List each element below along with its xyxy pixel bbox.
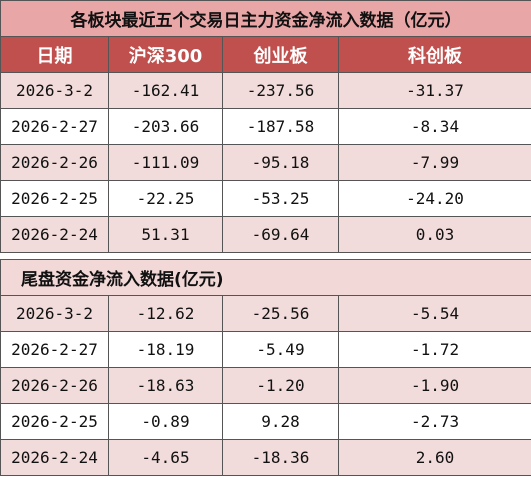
value-cell: -1.72 xyxy=(337,331,531,368)
tail-flow-table: 尾盘资金净流入数据(亿元) 2026-3-2 -12.62 -25.56 -5.54 2… xyxy=(0,259,531,476)
header-cell: 日期 xyxy=(0,36,109,73)
value-cell: -162.41 xyxy=(108,72,223,109)
data-row: 2026-3-2 -12.62 -25.56 -5.54 xyxy=(0,295,531,332)
data-row: 2026-2-26 -111.09 -95.18 -7.99 xyxy=(0,144,531,181)
header-cell: 沪深300 xyxy=(108,36,223,73)
data-row: 2026-2-27 -203.66 -187.58 -8.34 xyxy=(0,108,531,145)
value-cell: -8.34 xyxy=(338,108,531,145)
value-cell: -111.09 xyxy=(108,144,223,181)
date-cell: 2026-2-24 xyxy=(0,216,109,253)
date-cell: 2026-2-26 xyxy=(0,144,109,181)
value-cell: -25.56 xyxy=(222,295,339,332)
value-cell: -12.62 xyxy=(108,295,223,332)
value-cell: -5.49 xyxy=(222,331,339,368)
table-title: 尾盘资金净流入数据(亿元) xyxy=(0,259,531,296)
value-cell: -203.66 xyxy=(108,108,223,145)
value-cell: -2.73 xyxy=(337,403,531,440)
date-cell: 2026-3-2 xyxy=(0,72,109,109)
value-cell: -24.20 xyxy=(338,180,531,217)
data-row: 2026-2-24 51.31 -69.64 0.03 xyxy=(0,216,531,253)
date-cell: 2026-3-2 xyxy=(0,295,109,332)
value-cell: 2.60 xyxy=(337,439,531,476)
value-cell: -187.58 xyxy=(222,108,339,145)
table-title: 各板块最近五个交易日主力资金净流入数据（亿元） xyxy=(0,0,531,37)
data-row: 2026-2-26 -18.63 -1.20 -1.90 xyxy=(0,367,531,404)
value-cell: -31.37 xyxy=(338,72,531,109)
value-cell: -22.25 xyxy=(108,180,223,217)
value-cell: -1.90 xyxy=(337,367,531,404)
data-row: 2026-2-25 -0.89 9.28 -2.73 xyxy=(0,403,531,440)
value-cell: -53.25 xyxy=(222,180,339,217)
data-row: 2026-3-2 -162.41 -237.56 -31.37 xyxy=(0,72,531,109)
value-cell: -18.19 xyxy=(108,331,223,368)
value-cell: -1.20 xyxy=(222,367,339,404)
value-cell: -95.18 xyxy=(222,144,339,181)
date-cell: 2026-2-26 xyxy=(0,367,109,404)
value-cell: 9.28 xyxy=(222,403,339,440)
value-cell: -69.64 xyxy=(222,216,339,253)
header-cell: 科创板 xyxy=(338,36,531,73)
value-cell: -7.99 xyxy=(338,144,531,181)
header-row: 日期 沪深300 创业板 科创板 xyxy=(0,36,531,73)
value-cell: 51.31 xyxy=(108,216,223,253)
date-cell: 2026-2-24 xyxy=(0,439,109,476)
title-row: 尾盘资金净流入数据(亿元) xyxy=(0,259,531,296)
value-cell: -237.56 xyxy=(222,72,339,109)
date-cell: 2026-2-25 xyxy=(0,180,109,217)
date-cell: 2026-2-27 xyxy=(0,108,109,145)
value-cell: -5.54 xyxy=(337,295,531,332)
header-cell: 创业板 xyxy=(222,36,339,73)
date-cell: 2026-2-25 xyxy=(0,403,109,440)
data-row: 2026-2-24 -4.65 -18.36 2.60 xyxy=(0,439,531,476)
title-row: 各板块最近五个交易日主力资金净流入数据（亿元） xyxy=(0,0,531,37)
value-cell: 0.03 xyxy=(338,216,531,253)
date-cell: 2026-2-27 xyxy=(0,331,109,368)
value-cell: -0.89 xyxy=(108,403,223,440)
data-row: 2026-2-27 -18.19 -5.49 -1.72 xyxy=(0,331,531,368)
value-cell: -18.63 xyxy=(108,367,223,404)
value-cell: -18.36 xyxy=(222,439,339,476)
value-cell: -4.65 xyxy=(108,439,223,476)
data-row: 2026-2-25 -22.25 -53.25 -24.20 xyxy=(0,180,531,217)
main-flow-table: 各板块最近五个交易日主力资金净流入数据（亿元） 日期 沪深300 创业板 科创板 202… xyxy=(0,0,531,253)
